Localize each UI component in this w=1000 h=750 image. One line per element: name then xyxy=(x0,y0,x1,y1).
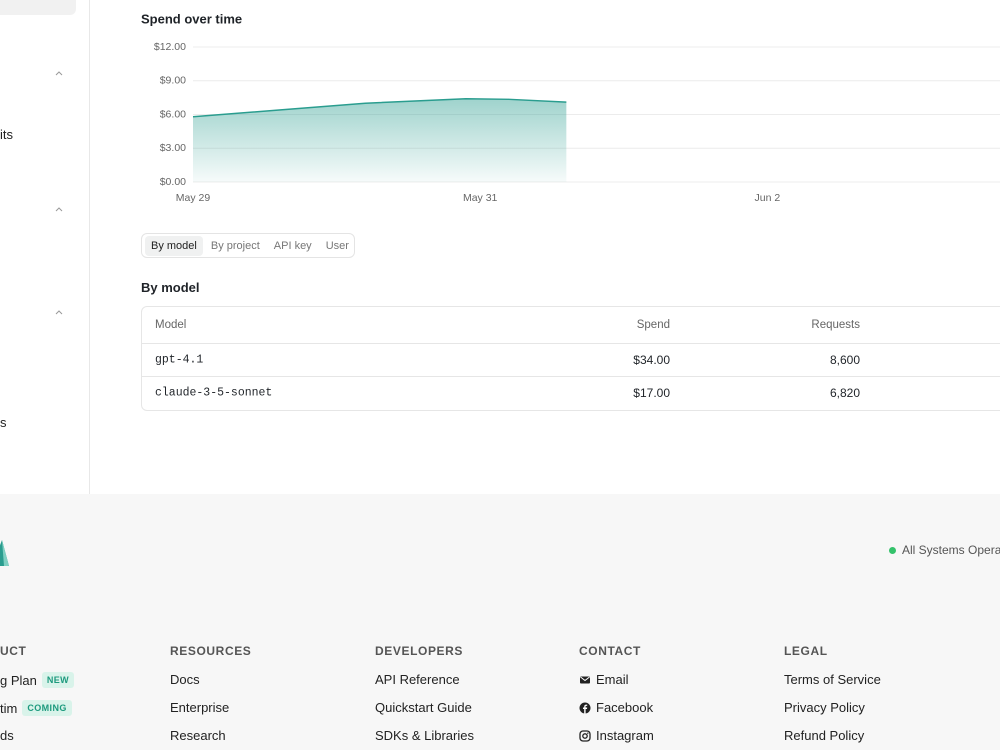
footer-link[interactable]: tim COMING xyxy=(0,700,72,716)
link-text[interactable]: tim xyxy=(0,700,18,716)
selected-item[interactable] xyxy=(0,0,76,15)
cell: 8,600 xyxy=(829,353,860,367)
tab[interactable]: API key xyxy=(273,239,312,252)
sidebar-item[interactable]: s xyxy=(0,415,7,430)
tab[interactable]: By model xyxy=(145,235,203,256)
cell: 6,820 xyxy=(829,386,860,400)
footer-link[interactable]: Enterprise xyxy=(170,700,230,715)
instagram-icon xyxy=(579,729,591,742)
footer-link[interactable]: Research xyxy=(170,728,226,743)
column-header: Spend xyxy=(636,319,670,331)
tab[interactable]: By project xyxy=(210,239,260,252)
line xyxy=(192,97,567,118)
tab-bar: By model By project API key User xyxy=(141,233,355,258)
footer-column: RESOURCES Docs Enterprise Research xyxy=(170,644,252,743)
cell: $17.00 xyxy=(633,386,670,400)
tab[interactable]: User xyxy=(325,239,349,252)
status-text: All Systems Opera xyxy=(902,543,1000,557)
cell: claude-3-5-sonnet xyxy=(155,386,273,400)
footer-column: LEGAL Terms of Service Privacy Policy Re… xyxy=(784,644,881,743)
table-row: gpt-4.1 $34.00 8,600 xyxy=(142,344,1000,377)
column-header: Requests xyxy=(811,319,860,331)
column-header: Model xyxy=(155,319,187,331)
y-tick-label: $12.00 xyxy=(154,41,186,53)
footer-heading: CONTACT xyxy=(579,644,641,658)
footer-link[interactable]: Terms of Service xyxy=(784,672,881,687)
status-dot xyxy=(889,546,896,554)
y-tick-label: $0.00 xyxy=(160,176,186,188)
footer: All Systems Opera UCT g Plan NEW tim COMIN… xyxy=(0,494,1000,750)
chevron[interactable] xyxy=(55,207,63,212)
chevron[interactable] xyxy=(55,310,63,315)
footer-link[interactable]: API Reference xyxy=(375,672,460,687)
badge: NEW xyxy=(41,672,75,688)
footer-link[interactable]: ds xyxy=(0,728,14,743)
table-row: claude-3-5-sonnet $17.00 6,820 xyxy=(142,377,1000,409)
sidebar-item[interactable]: its xyxy=(0,127,13,142)
footer-link[interactable]: Privacy Policy xyxy=(784,700,865,715)
chart-title: Spend over time xyxy=(141,11,242,26)
x-tick-label: May 31 xyxy=(463,192,498,204)
status[interactable]: All Systems Opera xyxy=(889,543,1000,557)
footer-heading: DEVELOPERS xyxy=(375,644,464,658)
footer-link[interactable]: Instagram xyxy=(579,728,654,743)
link-text[interactable]: Facebook xyxy=(596,700,654,715)
footer-heading: UCT xyxy=(0,644,27,658)
chevron[interactable] xyxy=(55,71,63,76)
link-text[interactable]: Instagram xyxy=(596,728,654,743)
footer-heading: RESOURCES xyxy=(170,644,252,658)
footer-column: DEVELOPERS API Reference Quickstart Guid… xyxy=(375,644,474,743)
footer-heading: LEGAL xyxy=(784,644,828,658)
x-tick-label: Jun 2 xyxy=(755,192,781,204)
footer-link[interactable]: Refund Policy xyxy=(784,728,865,743)
footer-link[interactable]: Email xyxy=(579,672,629,687)
footer-column: UCT g Plan NEW tim COMING ds xyxy=(0,644,75,743)
area xyxy=(193,98,567,182)
section-title: By model xyxy=(141,280,200,295)
footer-link[interactable]: Docs xyxy=(170,672,200,687)
footer-link[interactable]: Quickstart Guide xyxy=(375,700,472,715)
footer-link[interactable]: g Plan NEW xyxy=(0,672,75,688)
email-icon xyxy=(580,676,590,683)
footer-link[interactable]: SDKs & Libraries xyxy=(375,728,474,743)
table-header: Model Spend Requests xyxy=(142,307,1000,344)
link-text[interactable]: Email xyxy=(596,672,629,687)
cell: gpt-4.1 xyxy=(155,353,204,367)
y-tick-label: $6.00 xyxy=(160,108,186,120)
spend-chart: Spend over time $0.00 $3.00 $6.00 $9.00 $12.… xyxy=(141,11,1000,204)
table: Model Spend Requests gpt-4.1 $34.00 8,60… xyxy=(141,306,1000,411)
sidebar: its s xyxy=(0,0,90,494)
x-tick-label: May 29 xyxy=(176,192,211,204)
y-tick-label: $9.00 xyxy=(160,75,186,87)
logo xyxy=(0,540,9,566)
link-text[interactable]: g Plan xyxy=(0,672,37,688)
footer-column: CONTACT Email Facebook Instagram xyxy=(579,644,654,743)
footer-link[interactable]: Facebook xyxy=(579,700,653,715)
cell: $34.00 xyxy=(633,353,670,367)
badge: COMING xyxy=(22,700,72,716)
facebook-icon xyxy=(579,702,591,713)
y-tick-label: $3.00 xyxy=(160,142,186,154)
